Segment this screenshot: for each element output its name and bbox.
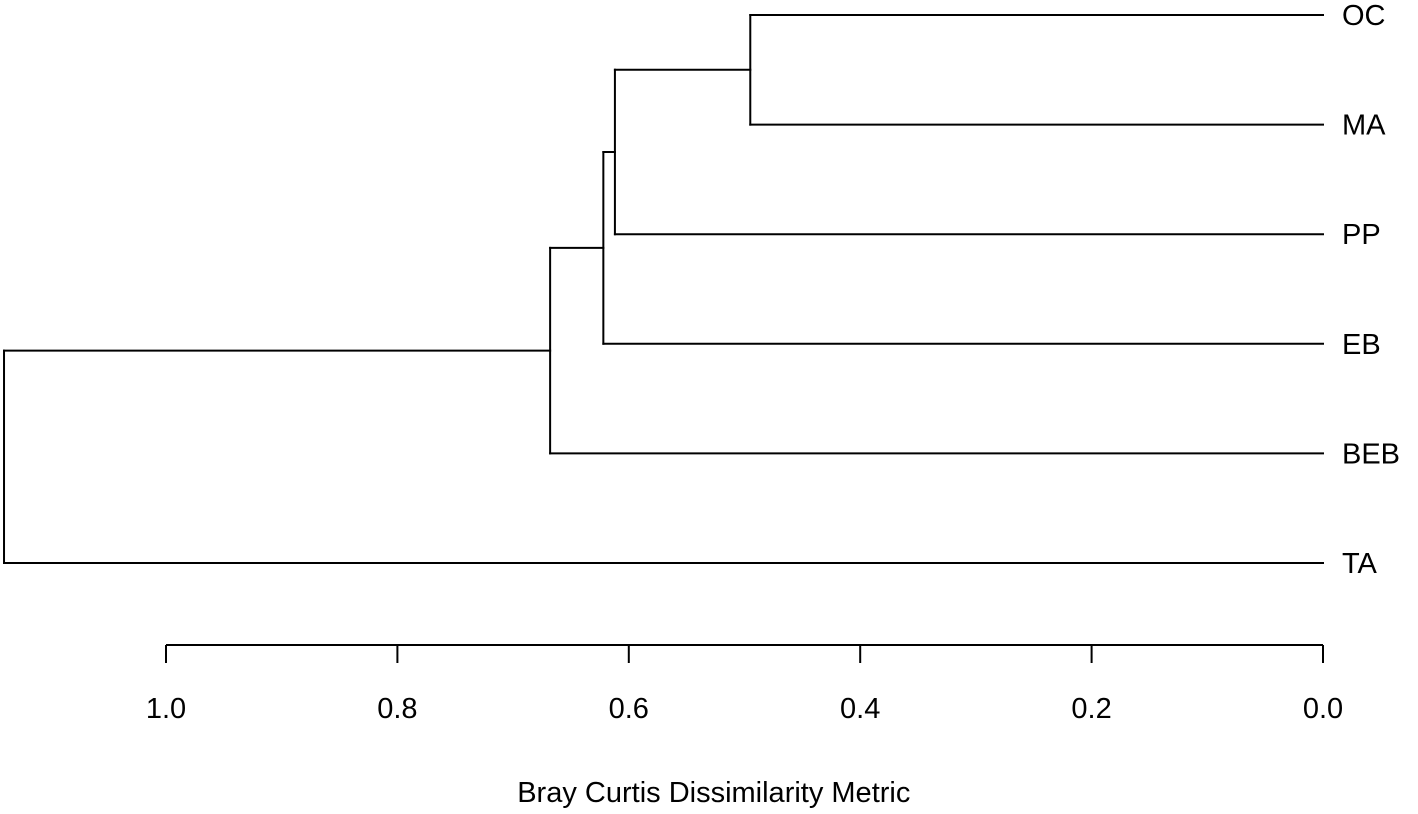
- x-axis-ticks: 1.0 0.8 0.6 0.4 0.2 0.0: [146, 645, 1343, 725]
- leaf-label-pp: PP: [1342, 219, 1381, 251]
- x-tick-label-1: 0.8: [377, 693, 417, 725]
- x-tick-label-0: 1.0: [146, 693, 186, 725]
- leaf-label-oc: OC: [1342, 0, 1386, 32]
- x-axis: 1.0 0.8 0.6 0.4 0.2 0.0 Bray Curtis Dissimila…: [146, 644, 1343, 809]
- leaf-label-ma: MA: [1342, 110, 1386, 142]
- x-tick-label-2: 0.6: [609, 693, 649, 725]
- x-tick-label-3: 0.4: [840, 693, 880, 725]
- leaf-label-eb: EB: [1342, 329, 1381, 361]
- x-tick-label-5: 0.0: [1303, 693, 1343, 725]
- x-axis-title: Bray Curtis Dissimilarity Metric: [517, 777, 910, 809]
- leaf-label-ta: TA: [1342, 548, 1378, 580]
- x-tick-label-4: 0.2: [1071, 693, 1111, 725]
- leaf-labels: OC MA PP EB BEB TA: [1342, 0, 1400, 580]
- leaf-label-beb: BEB: [1342, 438, 1400, 470]
- dendrogram-branches: [3, 14, 1324, 564]
